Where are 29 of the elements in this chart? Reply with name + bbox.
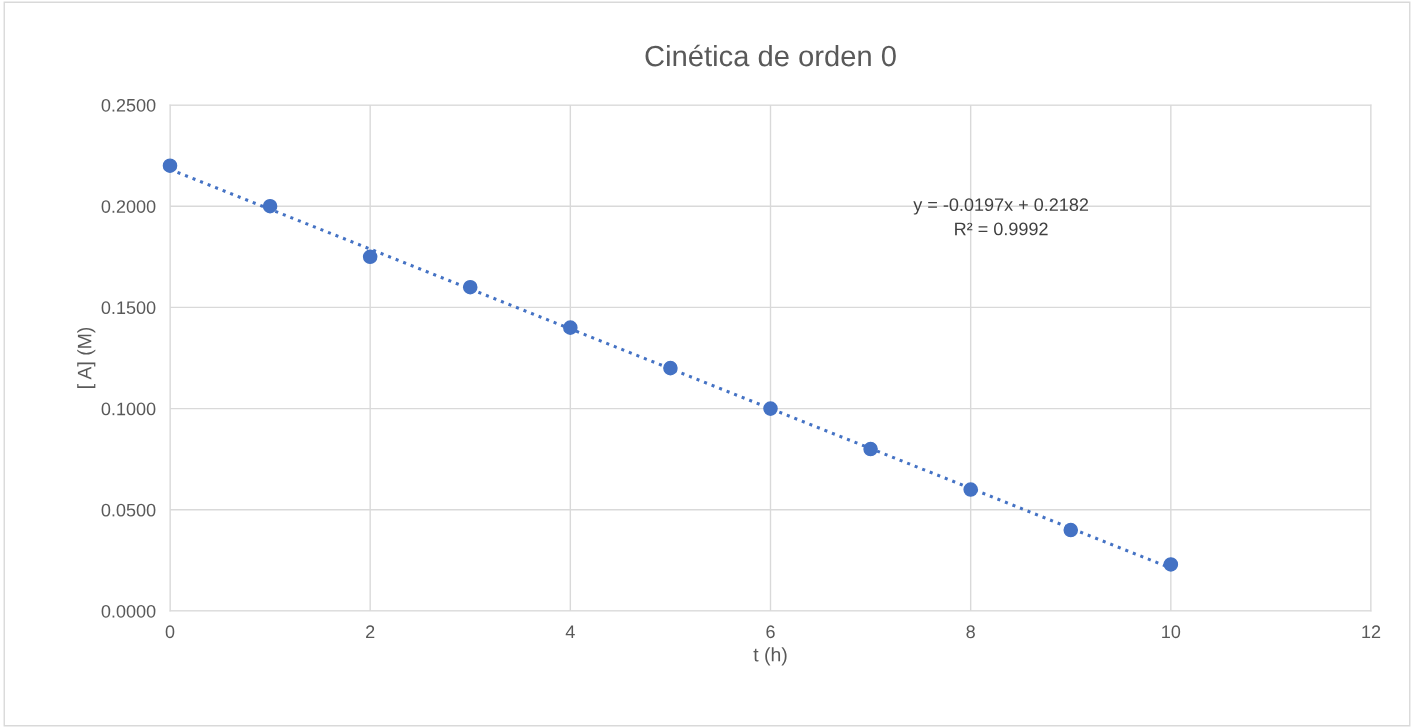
point	[162, 158, 178, 174]
y-tick-label: 0.1500	[101, 301, 156, 315]
point	[1063, 522, 1079, 538]
x-tick-label: 6	[766, 625, 775, 639]
y-tick-label: 0.2000	[101, 200, 156, 213]
point	[763, 401, 778, 416]
y-axis-title: [ A] (M)	[77, 327, 96, 388]
y-tick-label: 0.0000	[101, 604, 156, 618]
annotation: y = -0.0197x + 0.2182	[913, 198, 1089, 215]
x-tick-label: 4	[565, 625, 575, 638]
point	[863, 441, 878, 457]
x-tick-label: 0	[165, 625, 175, 639]
y-tick-label: 0.2500	[101, 98, 156, 112]
point	[963, 482, 978, 497]
x-tick-label: 12	[1362, 625, 1381, 638]
x-tick-label: 2	[366, 625, 375, 638]
point	[262, 198, 278, 214]
point	[1163, 557, 1179, 572]
chart-title: Cinética de orden 0	[645, 44, 896, 67]
point	[563, 320, 578, 335]
point	[362, 249, 378, 265]
y-tick-label: 0.0500	[101, 503, 156, 517]
y-tick-label: 0.1000	[101, 402, 156, 416]
x-tick-label: 10	[1162, 625, 1181, 639]
point	[462, 279, 478, 295]
annotation: R² = 0.9992	[955, 222, 1048, 236]
x-axis-title: t (h)	[753, 647, 787, 666]
x-tick-label: 8	[966, 625, 975, 639]
point	[663, 360, 678, 376]
